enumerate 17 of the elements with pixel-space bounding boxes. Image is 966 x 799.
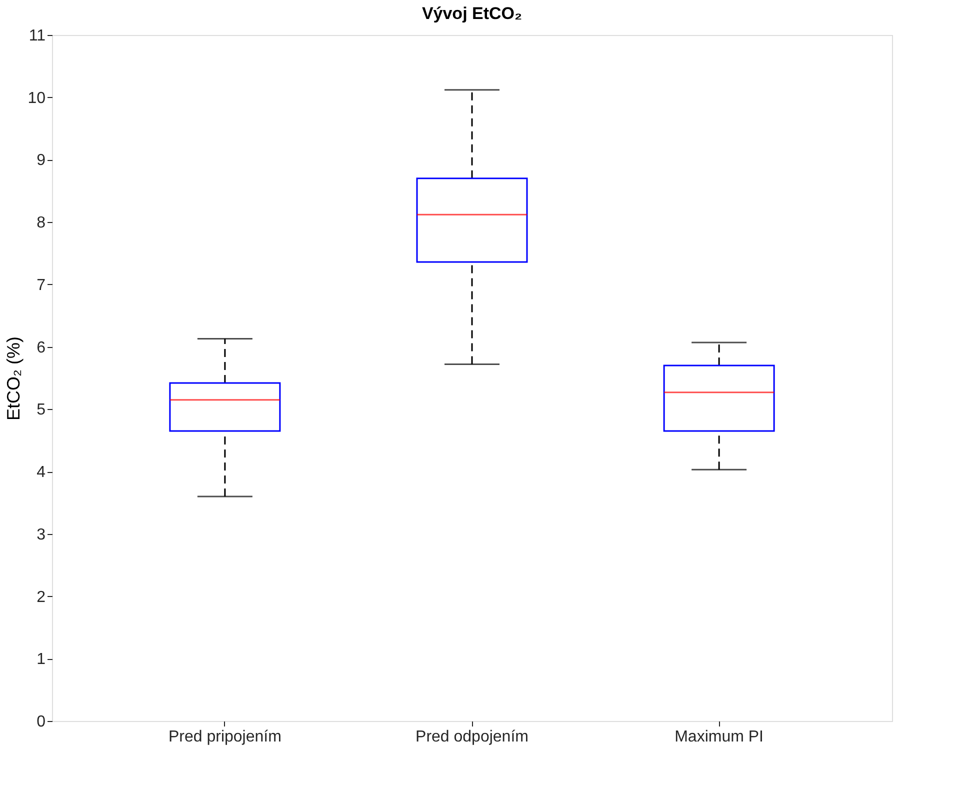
y-tick-label: 5 (36, 402, 46, 419)
y-tick-label: 4 (36, 464, 46, 482)
y-tick-label: 11 (28, 28, 46, 44)
y-tick-label: 10 (28, 90, 46, 107)
y-axis-title: EtCO₂ (%) (4, 336, 24, 420)
y-tick-label: 2 (36, 588, 46, 606)
y-tick-label: 8 (36, 214, 46, 232)
y-tick-label: 6 (36, 339, 46, 356)
y-tick-label: 1 (36, 651, 46, 668)
y-tick-label: 3 (36, 526, 46, 544)
x-tick-label: Pred pripojením (168, 728, 282, 746)
x-tick-label: Maximum PI (674, 728, 764, 746)
y-tick-label: 0 (36, 714, 46, 730)
y-tick-label: 9 (36, 152, 46, 170)
y-tick-label: 7 (36, 276, 46, 294)
chart-title: Vývoj EtCO₂ (422, 4, 522, 23)
x-tick-label: Pred odpojením (416, 728, 528, 746)
